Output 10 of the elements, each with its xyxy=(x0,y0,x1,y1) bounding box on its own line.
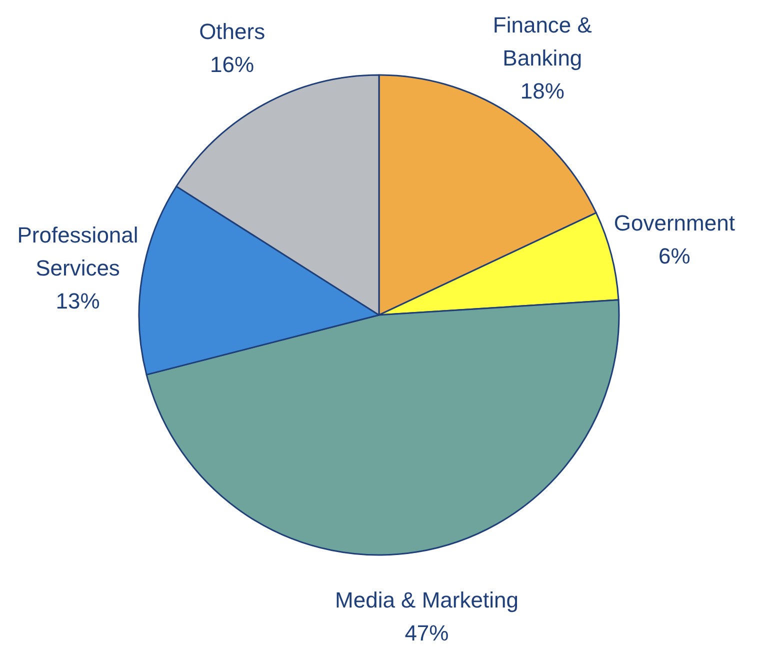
slice-label: Others xyxy=(199,18,266,44)
slice-label: Professional Services xyxy=(17,222,138,280)
slice-label: Government xyxy=(614,210,735,236)
data-label: 13% xyxy=(56,288,100,313)
data-label: 18% xyxy=(520,78,564,103)
data-label: 16% xyxy=(210,52,254,77)
data-label: 47% xyxy=(404,620,449,646)
slice-label: Finance & Banking xyxy=(492,12,592,70)
data-label: 6% xyxy=(658,243,690,268)
slice-label: Media & Marketing xyxy=(335,587,518,612)
